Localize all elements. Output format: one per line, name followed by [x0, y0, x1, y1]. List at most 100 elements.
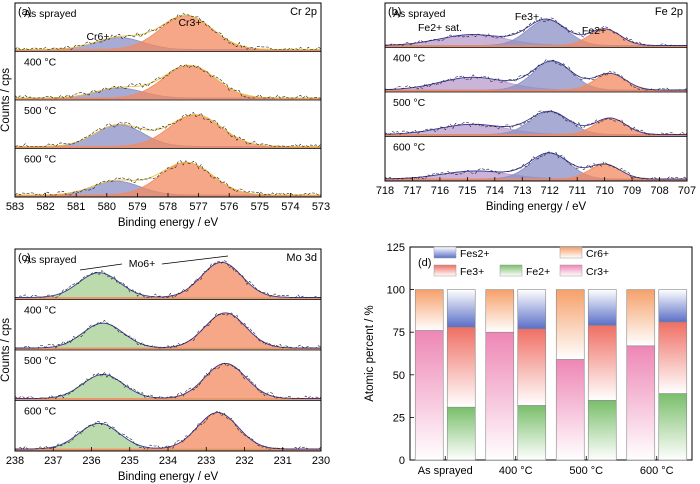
- peak-component-area: [14, 363, 322, 400]
- bar-segment-cr6plus: [626, 289, 656, 347]
- legend-label: Cr6+: [586, 248, 609, 260]
- x-tick-label: 583: [6, 201, 24, 213]
- legend-swatch: [433, 246, 457, 259]
- peak-annotation: Cr3+: [178, 17, 201, 29]
- x-tick-label: 578: [159, 201, 177, 213]
- y-tick-label: 125: [387, 242, 405, 254]
- fit-envelope-line: [384, 110, 687, 135]
- x-tick-label: 577: [189, 201, 207, 213]
- bar-segment-cr3plus: [555, 359, 585, 461]
- bar-segment-fe3plus: [587, 325, 617, 401]
- x-tick-label: 232: [235, 455, 253, 467]
- x-tick-label: 718: [376, 185, 394, 197]
- row-label: As sprayed: [393, 8, 446, 20]
- x-tick-label: 600 °C: [640, 465, 674, 477]
- row-label: 400 °C: [393, 53, 426, 65]
- x-tick-label: 576: [220, 201, 238, 213]
- raw-spectrum-line: [14, 362, 322, 399]
- panel-letter: (c): [18, 252, 31, 264]
- fit-envelope-line: [15, 312, 321, 349]
- y-tick-label: 25: [393, 412, 405, 424]
- annotation-arrow: [79, 263, 123, 271]
- peak-annotation: Fe2+: [582, 25, 606, 37]
- x-axis-label: Binding energy / eV: [118, 217, 219, 229]
- panel-frame: [409, 246, 693, 461]
- x-tick-label: As sprayed: [418, 465, 473, 477]
- element-label: Cr 2p: [290, 6, 317, 18]
- fit-envelope-line: [15, 362, 321, 399]
- fit-envelope-line: [15, 15, 321, 50]
- x-tick-label: 714: [486, 185, 504, 197]
- x-tick-label: 236: [82, 455, 100, 467]
- peak-component-area: [14, 65, 322, 100]
- legend-swatch: [559, 246, 583, 259]
- bar-segment-cr6plus: [485, 289, 515, 333]
- row-label: 600 °C: [24, 406, 57, 418]
- peak-component-area: [14, 272, 322, 299]
- x-tick-label: 573: [312, 201, 330, 213]
- bar-segment-cr3plus: [626, 345, 656, 461]
- x-axis-label: Binding energy / eV: [486, 201, 587, 213]
- raw-spectrum-line: [384, 16, 687, 46]
- xps-panel-mo3d: [14, 248, 322, 452]
- bar-segment-cr3plus: [485, 331, 515, 461]
- x-tick-label: 579: [128, 201, 146, 213]
- y-axis-label: Atomic percent / %: [364, 305, 376, 402]
- raw-spectrum-line: [14, 112, 322, 147]
- x-tick-label: 707: [678, 185, 696, 197]
- bar-segment-fes2plus: [587, 289, 617, 326]
- legend-label: Fe3+: [460, 266, 484, 278]
- raw-spectrum-line: [15, 411, 322, 450]
- panel-frame: [384, 2, 688, 182]
- fit-envelope-line: [385, 152, 687, 180]
- bar-segment-fe3plus: [446, 326, 476, 408]
- x-tick-label: 238: [6, 455, 24, 467]
- row-label: 500 °C: [24, 105, 57, 117]
- bar-segment-fe3plus: [517, 328, 547, 406]
- x-tick-label: 717: [403, 185, 421, 197]
- bar-segment-fes2plus: [517, 289, 547, 330]
- raw-spectrum-line: [384, 59, 688, 91]
- bar-segment-fes2plus: [446, 289, 476, 328]
- legend-swatch: [433, 264, 457, 277]
- raw-spectrum-line: [14, 63, 321, 99]
- row-frame: [14, 400, 322, 452]
- bar-segment-fe2plus: [446, 406, 476, 461]
- xps-panel-fe2p: [384, 2, 688, 182]
- bar-segment-cr3plus: [414, 330, 444, 461]
- x-tick-label: 710: [595, 185, 613, 197]
- fit-envelope-line: [15, 64, 321, 99]
- annotation-arrow: [161, 255, 229, 265]
- bar-segment-fe3plus: [658, 321, 688, 394]
- y-axis-label: Counts / cps: [0, 318, 12, 382]
- fit-envelope-line: [15, 114, 321, 147]
- row-label: 600 °C: [393, 142, 426, 154]
- bar-segment-fe2plus: [587, 400, 617, 461]
- x-tick-label: 580: [98, 201, 116, 213]
- row-label: 500 °C: [393, 97, 426, 109]
- panel-letter: (b): [388, 6, 401, 18]
- panel-letter: (a): [18, 6, 31, 18]
- panel-letter: (d): [418, 257, 431, 269]
- legend-swatch: [499, 264, 523, 277]
- row-frame: [14, 299, 322, 351]
- legend-label: Fe2+: [526, 266, 550, 278]
- fit-envelope-line: [15, 261, 321, 298]
- x-axis-label: Binding energy / eV: [118, 471, 219, 483]
- x-tick-label: 234: [159, 455, 177, 467]
- row-frame: [14, 349, 322, 401]
- row-label: As sprayed: [24, 8, 77, 20]
- x-tick-label: 233: [197, 455, 215, 467]
- y-tick-label: 50: [393, 370, 405, 382]
- raw-spectrum-line: [15, 312, 322, 349]
- bar-segment-cr6plus: [555, 289, 585, 360]
- x-tick-label: 237: [44, 455, 62, 467]
- row-label: As sprayed: [24, 254, 77, 266]
- atomic-percent-panel: [409, 246, 693, 461]
- row-label: 400 °C: [24, 305, 57, 317]
- peak-annotation: Cr6+: [86, 31, 109, 43]
- raw-spectrum-line: [15, 259, 321, 298]
- peak-annotation: Fe2+ sat.: [418, 22, 462, 34]
- element-label: Fe 2p: [655, 6, 683, 18]
